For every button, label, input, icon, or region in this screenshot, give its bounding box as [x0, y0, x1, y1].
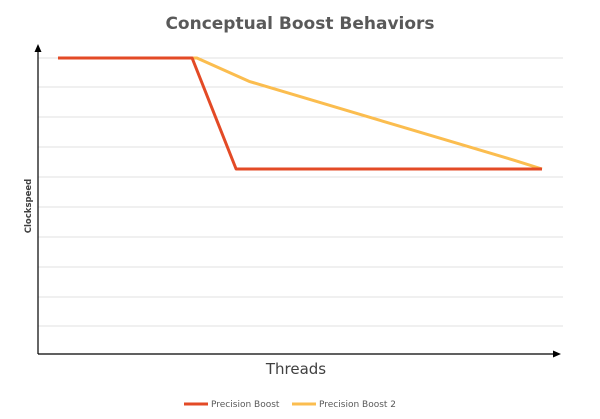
axes — [34, 44, 561, 358]
y-axis-arrow-icon — [34, 44, 42, 52]
x-axis-arrow-icon — [553, 350, 561, 358]
x-axis-title: Threads — [265, 360, 326, 378]
series-line-precision-boost — [58, 56, 542, 171]
chart-title: Conceptual Boost Behaviors — [165, 14, 435, 34]
series-layer — [58, 56, 543, 171]
y-axis-title: Clockspeed — [24, 179, 34, 233]
series-line-precision-boost-2 — [58, 56, 543, 171]
legend: Precision Boost Precision Boost 2 — [184, 400, 396, 410]
legend-label: Precision Boost 2 — [319, 400, 396, 410]
legend-label: Precision Boost — [211, 400, 280, 410]
grid-lines — [38, 57, 563, 327]
